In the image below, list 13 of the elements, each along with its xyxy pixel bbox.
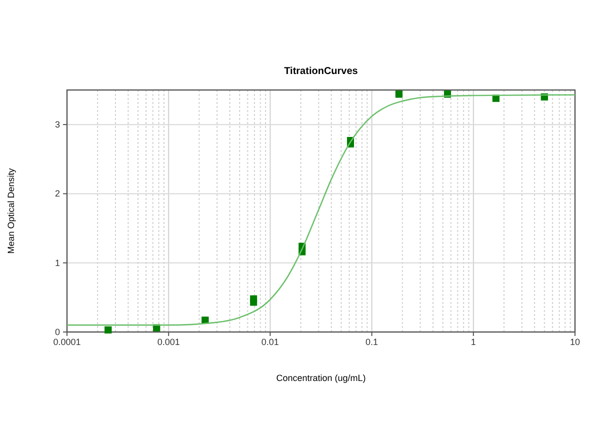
x-tick-label: 0.1 — [366, 337, 378, 347]
x-axis-title: Concentration (ug/mL) — [276, 373, 366, 383]
x-tick-label: 0.001 — [157, 337, 180, 347]
x-tick-label: 1 — [470, 337, 476, 347]
y-tick-label: 3 — [54, 120, 60, 130]
x-tick-label: 10 — [570, 337, 580, 347]
y-tick-label: 2 — [54, 188, 60, 199]
y-tick-label: 1 — [54, 258, 60, 268]
y-tick-label: 0 — [54, 327, 60, 337]
x-tick-label: 0.01 — [261, 337, 279, 347]
chart-title: TitrationCurves — [284, 66, 358, 77]
y-axis-title: Mean Optical Density — [6, 168, 16, 254]
x-tick-label: 0.0001 — [53, 337, 81, 347]
